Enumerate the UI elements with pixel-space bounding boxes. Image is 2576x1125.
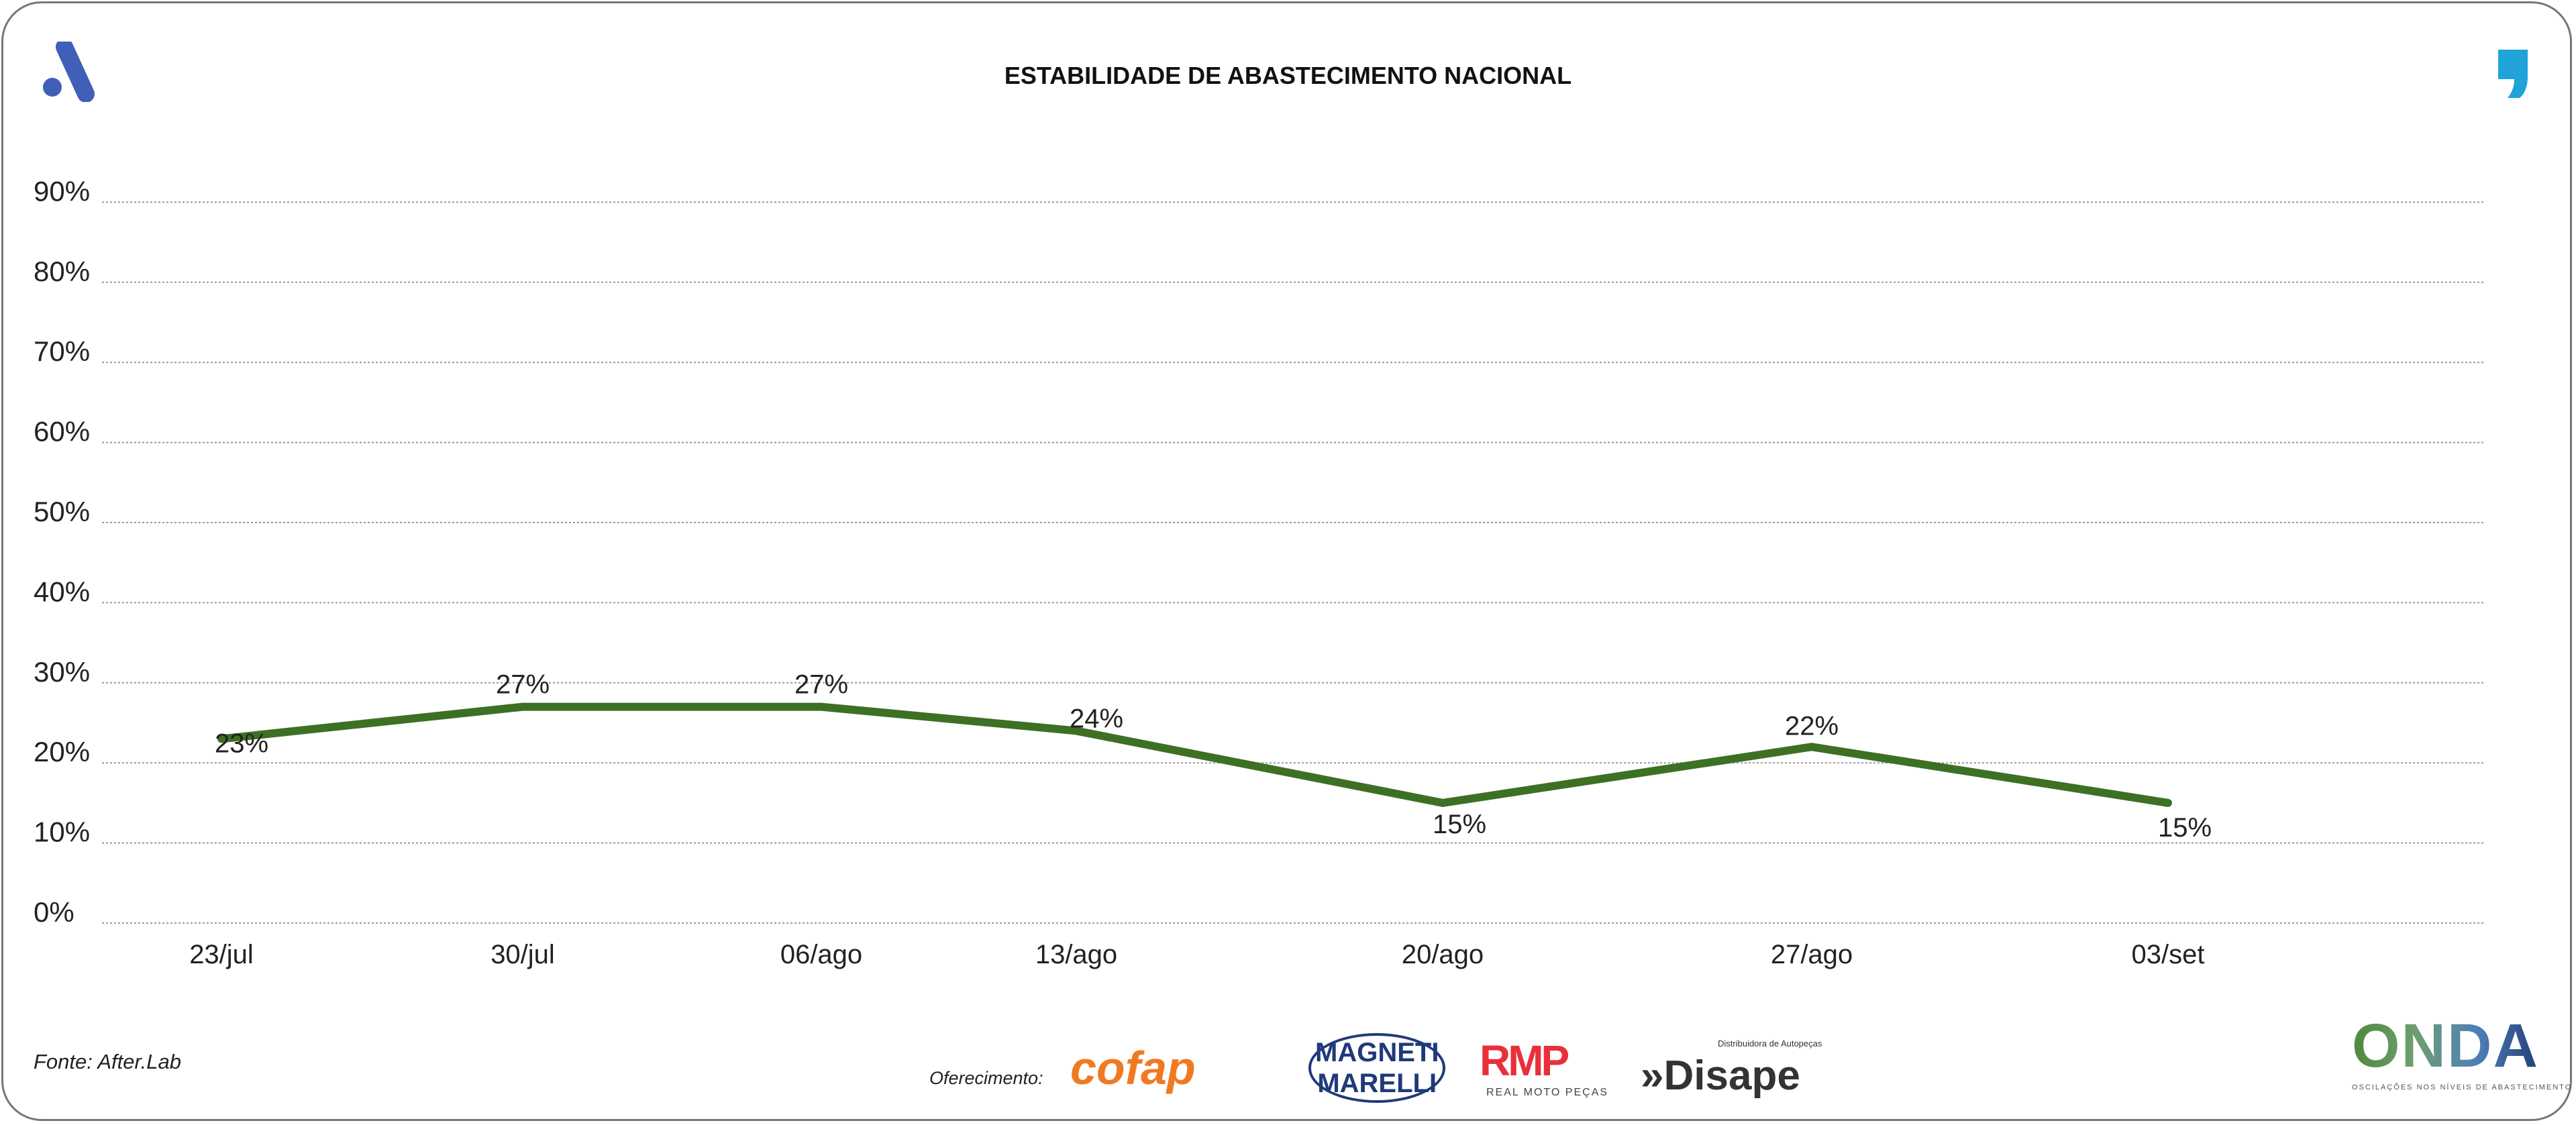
y-tick-label: 50% — [34, 496, 90, 527]
data-label: 23% — [215, 729, 268, 758]
disape-logo: »Disape — [1641, 1053, 1800, 1099]
magneti-top: MAGNETI — [1315, 1038, 1439, 1067]
rmp-logo: RMP — [1480, 1036, 1569, 1085]
after-logo-icon — [43, 42, 95, 102]
x-tick-label: 27/ago — [1771, 940, 1853, 969]
series-line — [221, 702, 2169, 807]
data-label: 15% — [2158, 813, 2212, 843]
x-tick-label: 13/ago — [1035, 940, 1117, 969]
cofap-logo: cofap — [1070, 1042, 1196, 1094]
data-label: 15% — [1433, 810, 1486, 839]
data-point — [1439, 798, 1447, 807]
x-tick-label: 30/jul — [491, 940, 555, 969]
onda-subtitle: OSCILAÇÕES NOS NÍVEIS DE ABASTECIMENTO E… — [2352, 1083, 2576, 1091]
data-point — [1808, 743, 1816, 751]
y-tick-label: 90% — [34, 175, 90, 207]
y-tick-label: 40% — [34, 576, 90, 607]
chart-title: ESTABILIDADE DE ABASTECIMENTO NACIONAL — [1004, 62, 1572, 89]
y-tick-label: 80% — [34, 256, 90, 287]
data-point — [217, 735, 225, 743]
y-tick-label: 20% — [34, 736, 90, 767]
magneti-marelli-logo: MAGNETI MARELLI — [1308, 1033, 1446, 1103]
y-tick-label: 60% — [34, 416, 90, 447]
y-tick-label: 30% — [34, 656, 90, 688]
y-tick-label: 0% — [34, 896, 74, 928]
rmp-subtitle: REAL MOTO PEÇAS — [1486, 1087, 1609, 1098]
x-tick-label: 20/ago — [1402, 940, 1484, 969]
offer-label: Oferecimento: — [929, 1068, 1043, 1088]
data-point — [2164, 798, 2172, 807]
data-label: 27% — [794, 670, 848, 700]
quote-logo-icon — [2498, 50, 2528, 98]
data-point — [1072, 727, 1080, 735]
x-tick-label: 23/jul — [189, 940, 254, 969]
onda-logo: ONDA — [2352, 1012, 2539, 1080]
data-label: 24% — [1070, 704, 1123, 733]
magneti-bottom: MARELLI — [1317, 1069, 1437, 1098]
data-point — [519, 702, 527, 711]
y-tick-label: 70% — [34, 335, 90, 367]
x-tick-label: 06/ago — [780, 940, 862, 969]
data-label: 27% — [496, 670, 550, 700]
source-note: Fonte: After.Lab — [34, 1050, 181, 1073]
x-tick-label: 03/set — [2132, 940, 2205, 969]
disape-subtitle: Distribuidora de Autopeças — [1718, 1038, 1822, 1049]
y-tick-label: 10% — [34, 816, 90, 848]
data-point — [817, 702, 825, 711]
data-label: 22% — [1785, 711, 1839, 741]
